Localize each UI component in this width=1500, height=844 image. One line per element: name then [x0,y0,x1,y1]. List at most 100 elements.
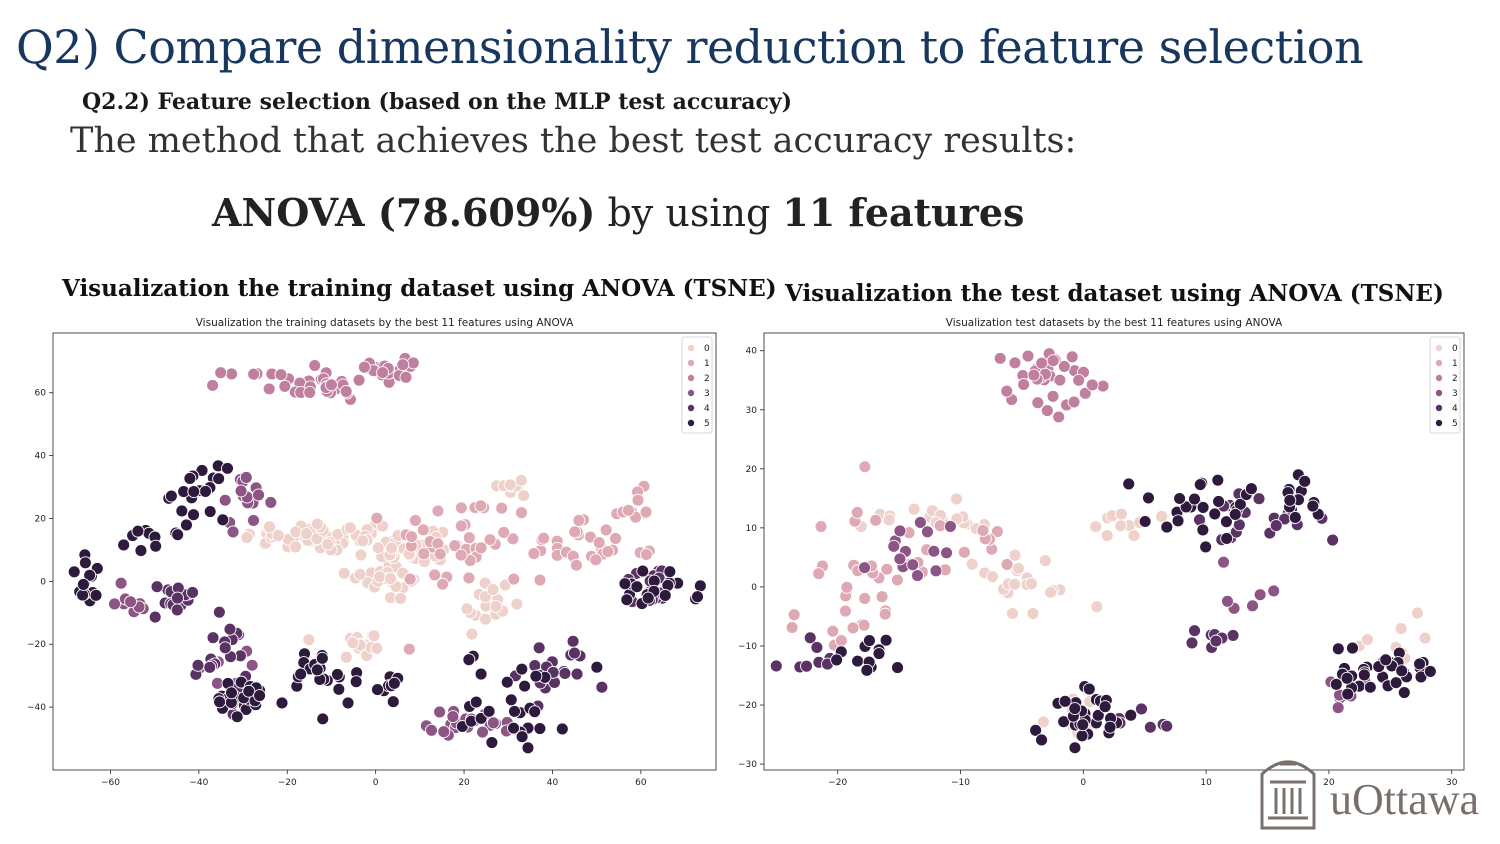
data-point-class-5 [862,634,876,648]
data-point-class-3 [1253,588,1267,602]
data-point-class-5 [294,667,308,681]
y-tick-label: −10 [738,642,757,652]
data-point-class-1 [433,547,447,561]
data-point-class-0 [289,525,303,539]
data-point-class-2 [1040,404,1054,418]
data-point-class-5 [1141,491,1155,505]
data-point-class-5 [693,579,707,593]
data-point-class-5 [1283,493,1297,507]
data-point-class-5 [1171,514,1185,528]
data-point-class-1 [474,541,488,555]
result-method: ANOVA (78.609%) [212,190,596,235]
legend-marker-3 [1435,389,1443,397]
data-point-class-0 [310,517,324,531]
data-point-class-5 [515,730,529,744]
data-point-class-5 [1389,676,1403,690]
data-point-class-5 [387,676,401,690]
data-point-class-0 [373,570,387,584]
data-point-class-5 [1122,477,1136,491]
data-point-class-4 [186,586,200,599]
data-point-class-5 [275,696,289,710]
data-point-class-5 [1029,723,1043,737]
data-point-class-1 [621,503,635,517]
data-point-class-0 [1038,554,1052,567]
data-point-class-5 [242,684,256,698]
data-point-class-5 [872,647,886,660]
data-point-class-3 [943,519,957,533]
data-point-class-0 [271,529,285,542]
data-point-class-1 [589,553,603,567]
data-point-class-2 [376,366,390,379]
data-point-class-5 [504,693,518,707]
data-point-class-3 [252,488,266,502]
data-point-class-2 [278,379,292,393]
data-point-class-0 [1127,529,1141,543]
data-point-class-4 [171,591,184,605]
legend-label-3: 3 [704,389,710,399]
legend-marker-3 [687,389,695,397]
test-scatter-chart: Visualization test datasets by the best … [738,317,1465,788]
slide-subtitle: Q2.2) Feature selection (based on the ML… [82,89,793,115]
data-point-class-5 [1199,540,1213,554]
data-point-class-1 [601,545,615,558]
legend: 0 1 2 3 4 5 [681,336,713,434]
data-point-class-5 [179,518,193,532]
data-point-class-5 [1331,642,1345,656]
building-columns-icon [1260,760,1316,830]
data-point-class-5 [485,736,499,749]
data-point-class-1 [408,513,422,527]
legend-marker-0 [1435,344,1443,352]
data-point-class-5 [529,669,543,683]
data-point-class-0 [302,633,316,647]
data-point-class-1 [448,539,462,553]
legend: 0 1 2 3 4 5 [1429,336,1461,434]
data-point-class-4 [212,605,226,619]
legend-marker-1 [687,359,695,367]
legend-marker-0 [687,344,695,352]
y-tick-label: 10 [746,524,758,534]
data-point-class-1 [812,567,826,581]
points-layer [67,351,707,755]
x-tick-label: −10 [951,778,970,788]
data-point-class-0 [1155,510,1169,523]
y-tick-label: 20 [35,514,47,524]
data-point-class-3 [226,525,240,539]
data-point-class-0 [370,641,384,655]
data-point-class-1 [569,558,583,572]
data-point-class-3 [913,515,927,529]
x-tick-label: −40 [189,778,208,788]
data-point-class-3 [887,539,901,553]
data-point-class-0 [503,478,517,492]
data-point-class-5 [618,577,632,591]
data-point-class-0 [1411,606,1424,620]
data-point-class-5 [620,593,634,607]
data-point-class-0 [965,557,979,571]
data-point-class-1 [537,531,551,545]
legend-marker-1 [1435,359,1443,367]
data-point-class-4 [170,603,184,617]
y-tick-label: 0 [751,583,757,593]
data-point-class-3 [437,725,451,739]
data-point-class-1 [834,634,848,648]
data-point-class-0 [343,521,357,535]
data-point-class-4 [769,659,783,673]
data-point-class-5 [1075,729,1089,743]
data-point-class-5 [518,679,532,693]
data-point-class-2 [1008,356,1022,370]
y-tick-label: 40 [35,452,47,462]
data-point-class-5 [1220,532,1234,545]
data-point-class-1 [850,505,864,519]
legend-marker-4 [1435,404,1443,412]
data-point-class-2 [1021,349,1035,363]
data-point-class-5 [1397,686,1411,699]
legend-marker-4 [687,404,695,412]
result-connector: by using [595,191,783,235]
data-point-class-2 [1046,389,1060,403]
data-point-class-5 [199,484,212,498]
data-point-class-2 [1027,368,1041,382]
data-point-class-0 [1418,631,1432,645]
data-point-class-5 [386,695,400,709]
data-point-class-5 [221,461,234,475]
x-tick-label: 60 [635,778,647,788]
y-tick-label: −20 [27,640,46,650]
